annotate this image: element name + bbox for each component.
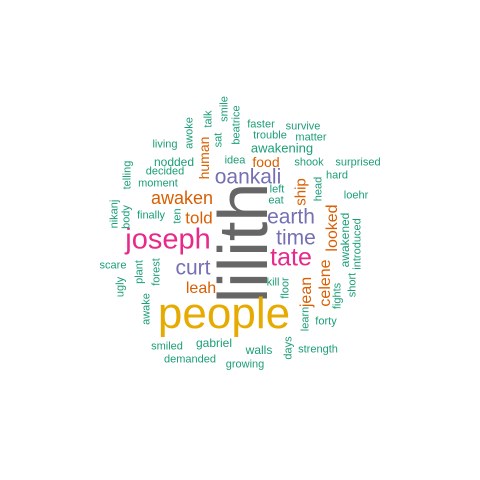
word-human: human <box>196 136 212 180</box>
word-people: people <box>157 289 291 338</box>
word-body: body <box>120 205 133 229</box>
word-head: head <box>312 176 325 202</box>
word-time: time <box>276 226 316 250</box>
word-nodded: nodded <box>153 155 195 169</box>
word-decided: decided <box>145 165 185 178</box>
word-smile: smile <box>218 96 231 122</box>
word-jean: jean <box>298 276 315 308</box>
word-trouble: trouble <box>253 129 287 142</box>
word-living: living <box>152 138 178 151</box>
word-leah: leah <box>185 280 217 297</box>
word-ugly: ugly <box>114 276 127 298</box>
word-kill: kill <box>266 276 280 289</box>
word-told: told <box>185 208 213 228</box>
word-awakening: awakening <box>250 140 314 156</box>
word-food: food <box>252 154 280 170</box>
word-growing: growing <box>225 358 265 371</box>
word-idea: idea <box>224 154 246 167</box>
word-matter: matter <box>295 131 327 144</box>
word-smiled: smiled <box>151 340 183 353</box>
word-awakened: awakened <box>338 212 352 268</box>
word-curt: curt <box>175 256 211 280</box>
word-scare: scare <box>99 259 127 272</box>
word-fights: fights <box>331 282 344 310</box>
word-strength: strength <box>298 343 338 356</box>
word-forest: forest <box>150 258 163 286</box>
word-surprised: surprised <box>335 156 381 169</box>
word-moment: moment <box>138 177 178 190</box>
word-finally: finally <box>136 209 166 222</box>
word-telling: telling <box>121 160 134 190</box>
word-awake: awake <box>140 293 153 325</box>
word-ship: ship <box>292 178 310 206</box>
word-eat: eat <box>268 194 284 207</box>
word-days: days <box>282 336 295 360</box>
word-joseph: joseph <box>125 223 211 256</box>
word-beatrice: beatrice <box>230 105 243 145</box>
word-survive: survive <box>285 120 321 133</box>
word-faster: faster <box>247 118 275 131</box>
word-left: left <box>269 183 285 196</box>
word-earth: earth <box>267 205 315 229</box>
word-loehr: loehr <box>343 189 369 202</box>
word-oankali: oankali <box>214 165 282 189</box>
word-gabriel: gabriel <box>195 336 233 350</box>
word-introduced: introduced <box>351 218 364 270</box>
word-awaken: awaken <box>150 188 214 208</box>
word-learn: learn <box>299 306 312 332</box>
word-ten: ten <box>171 208 184 224</box>
word-talk: talk <box>202 110 215 128</box>
word-walls: walls <box>245 343 273 357</box>
word-nikanj: nikanj <box>108 199 121 229</box>
word-demanded: demanded <box>164 353 216 366</box>
word-floor: floor <box>279 277 292 299</box>
word-tate: tate <box>270 243 312 272</box>
word-awoke: awoke <box>183 117 196 149</box>
word-short: short <box>346 272 359 298</box>
word-forty: forty <box>315 315 337 328</box>
word-plant: plant <box>133 260 146 284</box>
word-hard: hard <box>325 169 349 182</box>
word-shook: shook <box>294 156 324 169</box>
word-sat: sat <box>212 132 225 148</box>
